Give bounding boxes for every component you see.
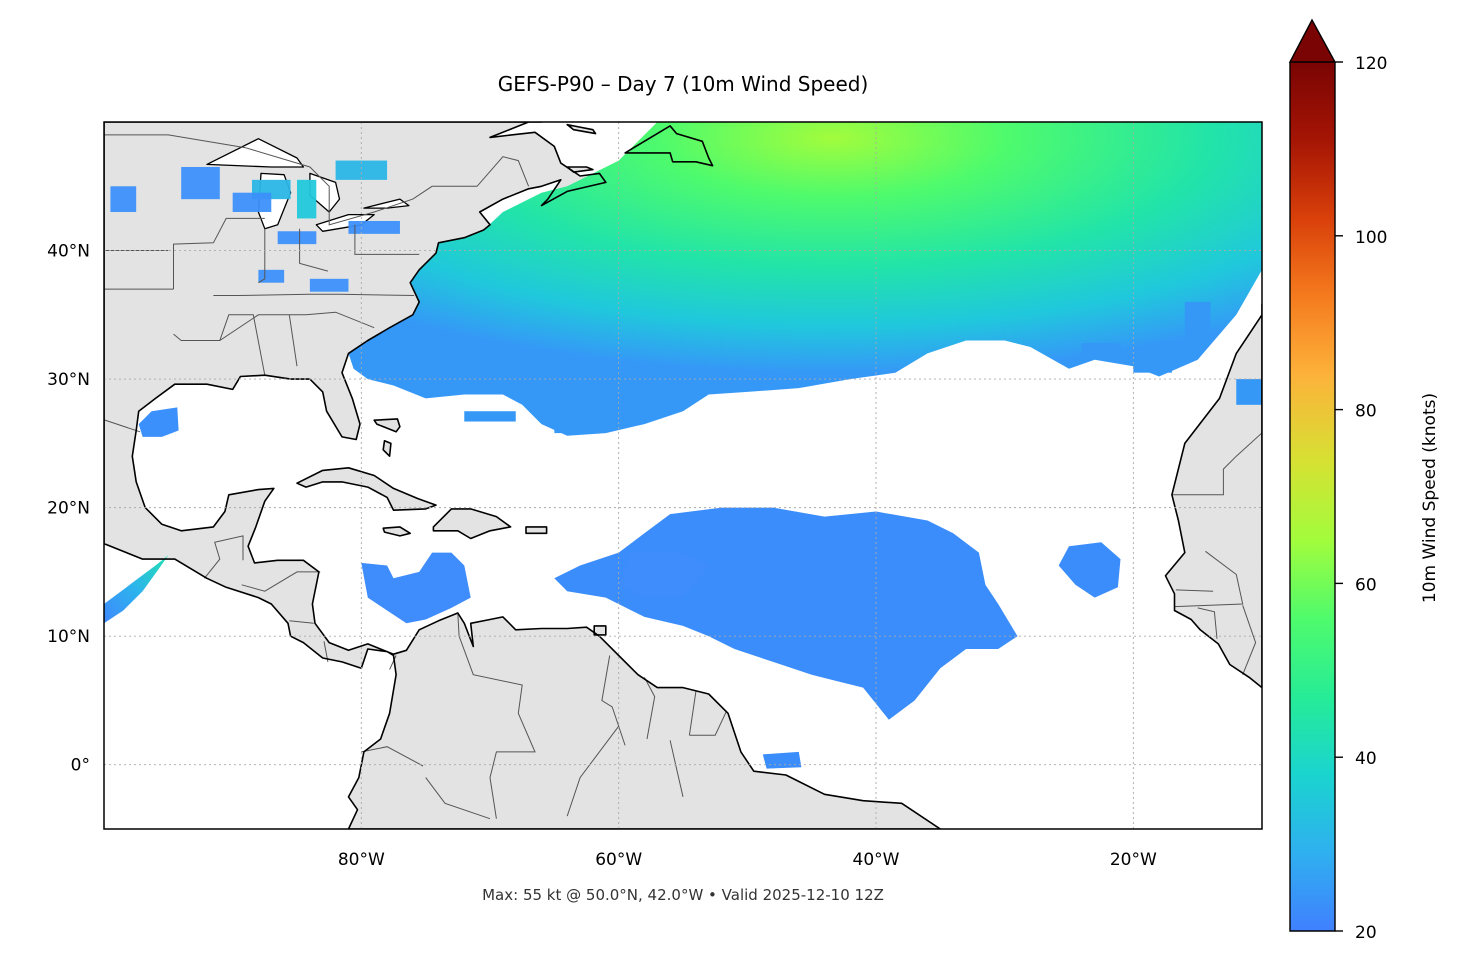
y-axis-ticks: 40°N 30°N 20°N 10°N 0° [47, 242, 90, 776]
colorbar-label: 10m Wind Speed (knots) [1420, 392, 1440, 604]
x-tick-label: 40°W [853, 850, 900, 870]
colorbar-tick-label: 100 [1355, 228, 1387, 248]
wind-region-tehuantepec [104, 555, 169, 624]
x-axis-ticks: 80°W 60°W 40°W 20°W [338, 850, 1157, 870]
x-tick-label: 60°W [595, 850, 642, 870]
colorbar-tick-label: 40 [1355, 749, 1377, 769]
coastlines [104, 122, 1262, 829]
y-tick-label: 40°N [47, 242, 90, 262]
x-tick-label: 20°W [1110, 850, 1157, 870]
colorbar-tick-label: 60 [1355, 575, 1377, 595]
y-tick-label: 0° [71, 756, 90, 776]
wind-region-west-africa [1058, 542, 1121, 598]
wind-speed-field [104, 122, 1262, 769]
y-tick-label: 10°N [47, 627, 90, 647]
borders [104, 134, 1262, 820]
colorbar-tick-label: 80 [1355, 402, 1377, 422]
colorbar-extend-arrow [1288, 18, 1337, 63]
colorbar-tick-label: 120 [1355, 54, 1387, 74]
gridlines [104, 122, 1262, 829]
max-value-caption: Max: 55 kt @ 50.0°N, 42.0°W • Valid 2025… [482, 886, 884, 904]
chart-title: GEFS-P90 – Day 7 (10m Wind Speed) [497, 72, 869, 96]
x-tick-label: 80°W [338, 850, 385, 870]
colorbar-tick-label: 20 [1355, 923, 1377, 943]
y-tick-label: 30°N [47, 370, 90, 390]
plot-frame [103, 121, 1263, 830]
colorbar: 20 40 60 80 100 120 [1288, 18, 1387, 943]
plot-area [104, 122, 1262, 829]
y-tick-label: 20°N [47, 499, 90, 519]
wind-region-caribbean [361, 552, 471, 624]
wind-region-north-atlantic [348, 122, 1262, 436]
